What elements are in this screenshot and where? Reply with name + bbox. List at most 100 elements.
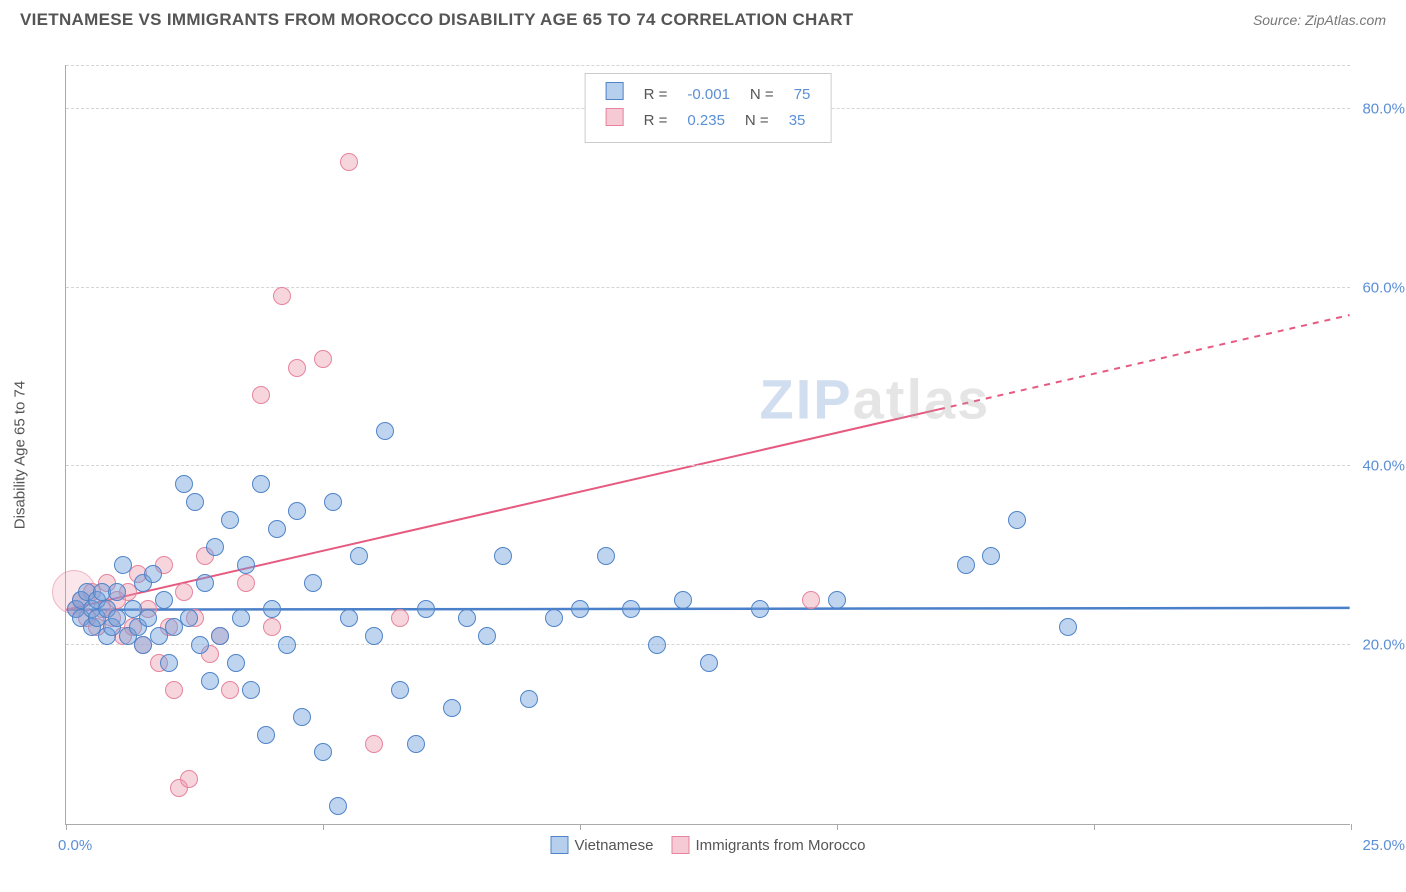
x-tick [837, 824, 838, 830]
x-tick [580, 824, 581, 830]
data-point-vietnamese [520, 690, 538, 708]
watermark: ZIPatlas [760, 366, 991, 431]
data-point-morocco [340, 153, 358, 171]
x-tick [323, 824, 324, 830]
legend-swatch-pink [671, 836, 689, 854]
legend-swatch-blue [606, 82, 624, 100]
data-point-vietnamese [242, 681, 260, 699]
data-point-morocco [165, 681, 183, 699]
data-point-morocco [802, 591, 820, 609]
data-point-vietnamese [324, 493, 342, 511]
data-point-morocco [263, 618, 281, 636]
data-point-vietnamese [314, 743, 332, 761]
data-point-vietnamese [293, 708, 311, 726]
data-point-vietnamese [622, 600, 640, 618]
data-point-vietnamese [201, 672, 219, 690]
data-point-morocco [273, 287, 291, 305]
legend-label: Immigrants from Morocco [695, 837, 865, 854]
data-point-vietnamese [196, 574, 214, 592]
r-value-blue: -0.001 [681, 83, 736, 107]
data-point-vietnamese [751, 600, 769, 618]
data-point-vietnamese [186, 493, 204, 511]
gridline [66, 65, 1350, 66]
x-tick [66, 824, 67, 830]
legend-item-morocco: Immigrants from Morocco [671, 836, 865, 854]
watermark-part2: atlas [853, 367, 991, 430]
data-point-morocco [391, 609, 409, 627]
data-point-vietnamese [597, 547, 615, 565]
legend-item-vietnamese: Vietnamese [551, 836, 654, 854]
data-point-vietnamese [160, 654, 178, 672]
gridline [66, 287, 1350, 288]
data-point-vietnamese [828, 591, 846, 609]
data-point-vietnamese [114, 556, 132, 574]
data-point-vietnamese [982, 547, 1000, 565]
r-label: R = [638, 83, 674, 107]
x-tick [1094, 824, 1095, 830]
stats-legend: R = -0.001 N = 75 R = 0.235 N = 35 [585, 73, 832, 143]
data-point-vietnamese [232, 609, 250, 627]
data-point-vietnamese [144, 565, 162, 583]
data-point-vietnamese [417, 600, 435, 618]
data-point-vietnamese [391, 681, 409, 699]
n-label: N = [744, 83, 780, 107]
data-point-morocco [252, 386, 270, 404]
r-value-pink: 0.235 [681, 109, 731, 133]
data-point-vietnamese [478, 627, 496, 645]
data-point-morocco [180, 770, 198, 788]
data-point-vietnamese [191, 636, 209, 654]
x-tick [1351, 824, 1352, 830]
n-label: N = [739, 109, 775, 133]
data-point-vietnamese [443, 699, 461, 717]
y-axis-label: Disability Age 65 to 74 [12, 381, 29, 529]
data-point-vietnamese [304, 574, 322, 592]
data-point-vietnamese [175, 475, 193, 493]
data-point-vietnamese [365, 627, 383, 645]
n-value-pink: 35 [783, 109, 812, 133]
data-point-vietnamese [700, 654, 718, 672]
data-point-morocco [175, 583, 193, 601]
series-legend: Vietnamese Immigrants from Morocco [551, 836, 866, 854]
data-point-morocco [314, 350, 332, 368]
data-point-vietnamese [494, 547, 512, 565]
legend-label: Vietnamese [575, 837, 654, 854]
gridline [66, 644, 1350, 645]
data-point-vietnamese [407, 735, 425, 753]
legend-swatch-blue [551, 836, 569, 854]
data-point-vietnamese [376, 422, 394, 440]
data-point-vietnamese [571, 600, 589, 618]
gridline [66, 465, 1350, 466]
data-point-morocco [221, 681, 239, 699]
data-point-vietnamese [288, 502, 306, 520]
data-point-vietnamese [263, 600, 281, 618]
data-point-vietnamese [221, 511, 239, 529]
data-point-vietnamese [108, 583, 126, 601]
data-point-vietnamese [155, 591, 173, 609]
data-point-vietnamese [329, 797, 347, 815]
y-tick-label: 40.0% [1362, 458, 1405, 475]
trend-line [939, 315, 1350, 409]
data-point-vietnamese [278, 636, 296, 654]
data-point-vietnamese [350, 547, 368, 565]
data-point-vietnamese [545, 609, 563, 627]
y-tick-label: 20.0% [1362, 637, 1405, 654]
x-axis-max-label: 25.0% [1362, 837, 1405, 854]
data-point-vietnamese [180, 609, 198, 627]
data-point-vietnamese [252, 475, 270, 493]
data-point-vietnamese [458, 609, 476, 627]
data-point-morocco [288, 359, 306, 377]
y-tick-label: 80.0% [1362, 100, 1405, 117]
chart-container: Disability Age 65 to 74 ZIPatlas R = -0.… [50, 50, 1390, 860]
data-point-vietnamese [1059, 618, 1077, 636]
y-tick-label: 60.0% [1362, 279, 1405, 296]
data-point-vietnamese [227, 654, 245, 672]
data-point-morocco [365, 735, 383, 753]
data-point-vietnamese [257, 726, 275, 744]
watermark-part1: ZIP [760, 367, 853, 430]
data-point-vietnamese [139, 609, 157, 627]
source-label: Source: ZipAtlas.com [1253, 12, 1386, 28]
data-point-vietnamese [211, 627, 229, 645]
x-axis-min-label: 0.0% [58, 837, 92, 854]
data-point-vietnamese [957, 556, 975, 574]
data-point-vietnamese [340, 609, 358, 627]
